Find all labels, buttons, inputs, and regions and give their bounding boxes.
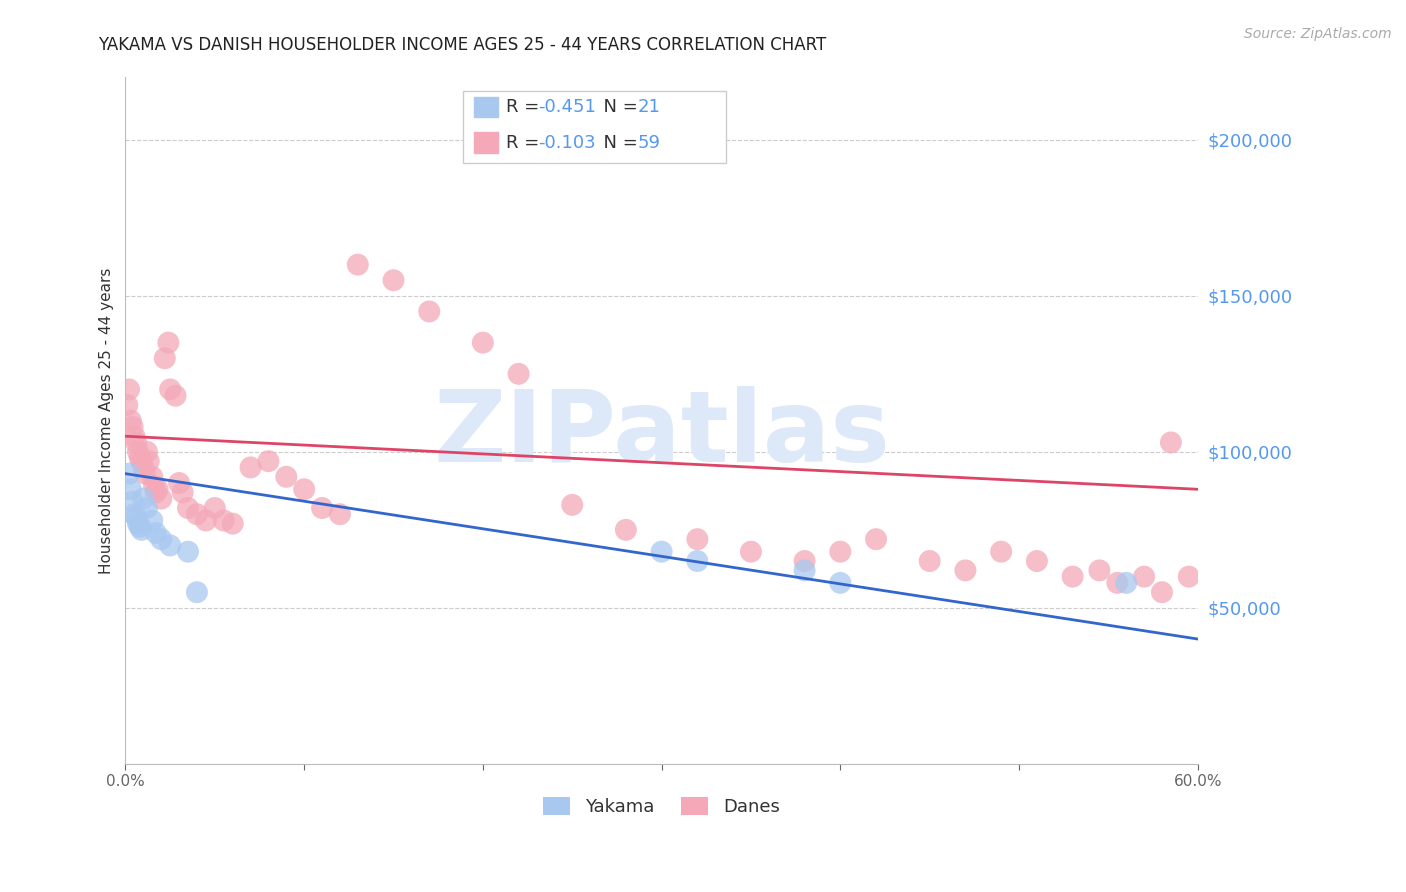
Point [1107,575,1129,590]
Point [157,335,180,350]
Point [145,485,167,500]
Point [346,258,368,272]
FancyBboxPatch shape [474,96,498,117]
Point [150,491,173,506]
Point [121,494,143,508]
Point [212,513,235,527]
Point [204,500,226,515]
Point [117,398,139,412]
Point [135,445,157,459]
Point [186,585,208,599]
Point [955,563,977,577]
Point [382,273,405,287]
Point [418,304,440,318]
Point [1150,585,1173,599]
Point [153,351,176,366]
Point [146,483,169,497]
Point [1133,569,1156,583]
Point [132,460,155,475]
Point [120,414,142,428]
Point [686,554,709,568]
Point [138,454,160,468]
Point [686,532,709,546]
Point [131,523,153,537]
Point [1088,563,1111,577]
Point [167,476,190,491]
Point [134,467,156,481]
Point [740,544,762,558]
Point [651,544,673,558]
Legend: Yakama, Danes: Yakama, Danes [536,789,787,823]
Point [830,575,852,590]
Text: -0.103: -0.103 [538,134,596,152]
Point [239,460,262,475]
Point [471,335,494,350]
Text: N =: N = [592,98,644,116]
Text: R =: R = [506,98,546,116]
Point [165,389,187,403]
Text: YAKAMA VS DANISH HOUSEHOLDER INCOME AGES 25 - 44 YEARS CORRELATION CHART: YAKAMA VS DANISH HOUSEHOLDER INCOME AGES… [98,36,827,54]
Point [194,513,217,527]
Point [329,507,352,521]
Point [128,519,150,533]
Point [124,507,146,521]
Point [127,516,149,531]
Text: R =: R = [506,134,546,152]
Point [177,500,200,515]
Point [257,454,280,468]
Point [172,485,194,500]
Point [159,538,181,552]
Point [614,523,637,537]
Y-axis label: Householder Income Ages 25 - 44 years: Householder Income Ages 25 - 44 years [100,268,114,574]
Text: -0.451: -0.451 [538,98,596,116]
Point [128,451,150,466]
Point [131,454,153,468]
Point [1062,569,1084,583]
FancyBboxPatch shape [474,132,498,153]
Text: ZIPatlas: ZIPatlas [433,386,890,483]
Point [918,554,941,568]
Point [125,435,148,450]
Point [150,532,173,546]
FancyBboxPatch shape [463,91,725,163]
Point [145,525,167,540]
Text: 21: 21 [638,98,661,116]
Point [865,532,887,546]
Point [132,491,155,506]
Point [141,513,163,527]
Point [990,544,1012,558]
Point [118,383,141,397]
Point [793,563,815,577]
Text: 59: 59 [638,134,661,152]
Point [186,507,208,521]
Text: N =: N = [592,134,644,152]
Point [1025,554,1047,568]
Point [311,500,333,515]
Point [135,500,157,515]
Point [1115,575,1137,590]
Point [561,498,583,512]
Point [121,420,143,434]
Point [143,479,166,493]
Point [125,510,148,524]
Point [292,483,315,497]
Point [120,483,142,497]
Point [118,467,141,481]
Point [141,470,163,484]
Point [222,516,245,531]
Point [159,383,181,397]
Point [508,367,530,381]
Point [124,429,146,443]
Point [793,554,815,568]
Point [127,445,149,459]
Point [1178,569,1201,583]
Point [177,544,200,558]
Point [1160,435,1182,450]
Point [276,470,298,484]
Text: Source: ZipAtlas.com: Source: ZipAtlas.com [1244,27,1392,41]
Point [830,544,852,558]
